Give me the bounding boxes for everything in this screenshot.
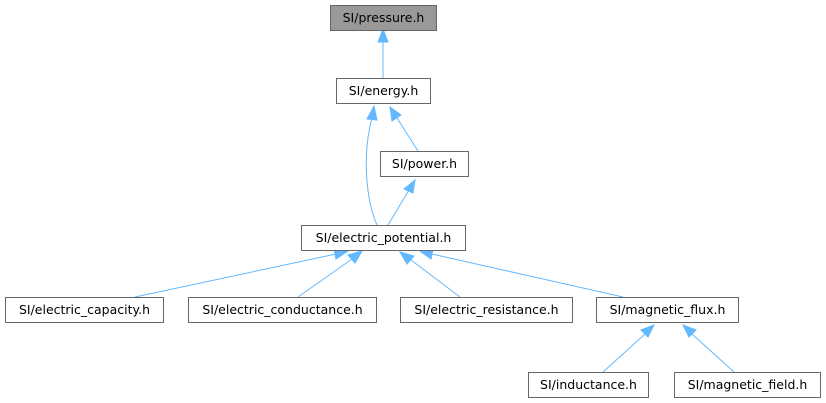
node-box-electric-capacity [5,297,164,323]
edge-electric-capacity-to-electric-potential [134,248,350,298]
edge-electric-potential-to-energy [365,104,378,226]
edge-electric-resistance-to-electric-potential [398,251,461,298]
node-label-energy: SI/energy.h [349,83,419,98]
node-label-electric-potential: SI/electric_potential.h [316,230,452,245]
edge-electric-conductance-to-electric-potential [297,250,364,298]
node-magnetic-flux[interactable]: SI/magnetic_flux.h [596,297,739,323]
node-label-magnetic-flux: SI/magnetic_flux.h [610,302,726,317]
node-electric-potential[interactable]: SI/electric_potential.h [301,225,466,251]
node-box-energy [336,78,431,104]
node-box-magnetic-field [674,372,821,398]
node-label-pressure: SI/pressure.h [343,10,425,25]
edge-electric-potential-to-power [387,178,416,226]
node-label-electric-capacity: SI/electric_capacity.h [19,302,150,317]
edge-power-to-energy [389,105,419,152]
nodes: SI/pressure.h SI/energy.h SI/power.h SI/… [5,5,821,398]
node-energy[interactable]: SI/energy.h [336,78,431,104]
edge-energy-to-pressure [377,27,389,78]
node-electric-conductance[interactable]: SI/electric_conductance.h [188,297,377,323]
node-label-inductance: SI/inductance.h [540,377,637,392]
node-box-inductance [528,372,649,398]
node-magnetic-field[interactable]: SI/magnetic_field.h [674,372,821,398]
edge-inductance-to-magnetic-flux [602,324,656,373]
node-power[interactable]: SI/power.h [380,151,469,177]
node-label-magnetic-field: SI/magnetic_field.h [688,377,808,392]
node-inductance[interactable]: SI/inductance.h [528,372,649,398]
node-label-electric-resistance: SI/electric_resistance.h [414,302,558,317]
node-box-pressure [330,5,437,31]
node-box-power [380,151,469,177]
node-electric-capacity[interactable]: SI/electric_capacity.h [5,297,164,323]
node-box-electric-potential [301,225,466,251]
node-label-electric-conductance: SI/electric_conductance.h [202,302,362,317]
node-box-electric-resistance [400,297,573,323]
node-box-magnetic-flux [596,297,739,323]
node-box-electric-conductance [188,297,377,323]
node-electric-resistance[interactable]: SI/electric_resistance.h [400,297,573,323]
node-label-power: SI/power.h [392,156,457,171]
edge-magnetic-field-to-magnetic-flux [681,324,735,373]
node-pressure[interactable]: SI/pressure.h [330,5,437,31]
edges [134,27,735,373]
